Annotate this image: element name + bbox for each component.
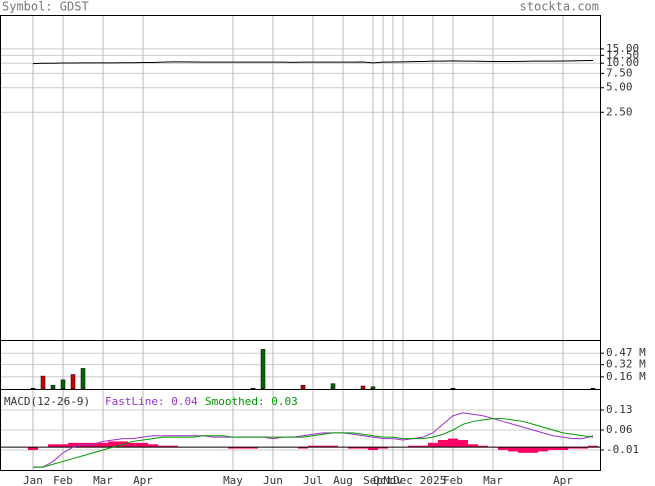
volume-bar	[590, 387, 596, 390]
volume-bar	[360, 385, 366, 390]
macd-histogram-bar	[318, 445, 328, 448]
volume-bar	[450, 387, 456, 390]
macd-histogram-bar	[128, 442, 138, 448]
source-label: stockta.com	[520, 0, 599, 14]
volume-bar	[30, 387, 36, 390]
symbol-label: Symbol: GDST	[2, 0, 89, 14]
macd-histogram-bar	[578, 447, 588, 449]
price-line	[32, 60, 594, 65]
volume-bar	[370, 386, 376, 390]
macd-histogram-bar	[68, 442, 78, 448]
macd-histogram-bar	[98, 442, 108, 448]
x-tick-label: May	[223, 474, 243, 486]
x-tick-label: Aug	[333, 474, 353, 486]
macd-histogram-bar	[418, 445, 428, 448]
x-tick-label: Dec	[393, 474, 413, 486]
x-tick-label: Feb	[443, 474, 463, 486]
macd-histogram-bar	[498, 447, 508, 450]
y-tick-label: 12.50	[606, 48, 639, 61]
x-tick-label: Oct	[373, 474, 393, 486]
volume-bar	[50, 384, 56, 390]
x-tick-label: Jun	[263, 474, 283, 486]
macd-histogram-bar	[368, 447, 378, 450]
macd-histogram-bar	[358, 447, 368, 449]
macd-histogram-bar	[138, 442, 148, 448]
macd-histogram-bar	[538, 447, 548, 452]
macd-histogram-bar	[88, 442, 98, 448]
macd-histogram-bar	[238, 447, 248, 449]
volume-bar	[250, 387, 256, 390]
y-tick-label: 0.32 M	[606, 358, 646, 371]
macd-histogram-bar	[558, 447, 568, 450]
volume-bar	[70, 374, 76, 390]
macd-histogram-bar	[228, 447, 238, 449]
macd-histogram-bar	[518, 447, 528, 453]
macd-histogram-bar	[308, 445, 318, 448]
macd-histogram-bar	[158, 445, 168, 448]
macd-histogram-bar	[248, 447, 258, 449]
macd-histogram-bar	[548, 447, 558, 450]
macd-histogram-bar	[468, 444, 478, 448]
x-tick-label: Mar	[483, 474, 503, 486]
macd-histogram-bar	[448, 438, 458, 448]
plot-frame	[0, 15, 601, 471]
y-tick-label: 15.00	[606, 42, 639, 55]
x-tick-label: Feb	[53, 474, 73, 486]
y-tick-label: -0.01	[606, 443, 639, 456]
x-tick-label: 2025	[420, 474, 447, 486]
legend-fastline: FastLine: 0.04	[105, 395, 198, 408]
macd-histogram-bar	[108, 441, 118, 448]
volume-bar	[80, 368, 86, 390]
macd-histogram-bar	[408, 445, 418, 448]
y-tick-label: 0.47 M	[606, 346, 646, 359]
x-tick-label: Jan	[23, 474, 43, 486]
macd-histogram-bar	[28, 447, 38, 450]
macd-histogram-bar	[378, 447, 388, 449]
y-tick-label: 0.06	[606, 423, 633, 436]
macd-histogram-bar	[168, 445, 178, 448]
x-tick-label: Jul	[303, 474, 323, 486]
x-tick-label: Mar	[93, 474, 113, 486]
macd-line	[33, 418, 594, 468]
macd-histogram-bar	[438, 440, 448, 448]
x-tick-label: Apr	[133, 474, 153, 486]
y-tick-label: 5.00	[606, 81, 633, 94]
macd-histogram-bar	[328, 445, 338, 448]
volume-bar	[60, 379, 66, 390]
macd-histogram-bar	[588, 445, 598, 448]
y-tick-label: 2.50	[606, 105, 633, 118]
legend-smoothed: Smoothed: 0.03	[205, 395, 298, 408]
macd-histogram-bar	[78, 442, 88, 448]
y-tick-label: 0.16 M	[606, 370, 646, 383]
volume-bar	[300, 384, 306, 390]
volume-bar	[330, 383, 336, 390]
macd-histogram-bar	[428, 442, 438, 448]
volume-bar	[40, 375, 46, 390]
macd-histogram-bar	[458, 440, 468, 448]
macd-histogram-bar	[528, 447, 538, 453]
y-tick-label: 0.13	[606, 403, 633, 416]
x-tick-label: Nov	[383, 474, 403, 486]
x-tick-label: Sep	[363, 474, 383, 486]
macd-histogram-bar	[58, 444, 68, 448]
macd-line	[33, 412, 594, 468]
macd-histogram-bar	[508, 447, 518, 452]
macd-histogram-bar	[348, 447, 358, 449]
y-tick-label: 10.00	[606, 56, 639, 69]
macd-histogram-bar	[568, 447, 578, 449]
macd-label: MACD(12-26-9)	[4, 395, 90, 408]
macd-histogram-bar	[298, 447, 308, 449]
volume-bar	[260, 349, 266, 390]
y-tick-label: 7.50	[606, 66, 633, 79]
macd-histogram-bar	[48, 444, 58, 448]
macd-histogram-bar	[148, 444, 158, 448]
macd-histogram-bar	[478, 445, 488, 448]
x-tick-label: Apr	[553, 474, 573, 486]
